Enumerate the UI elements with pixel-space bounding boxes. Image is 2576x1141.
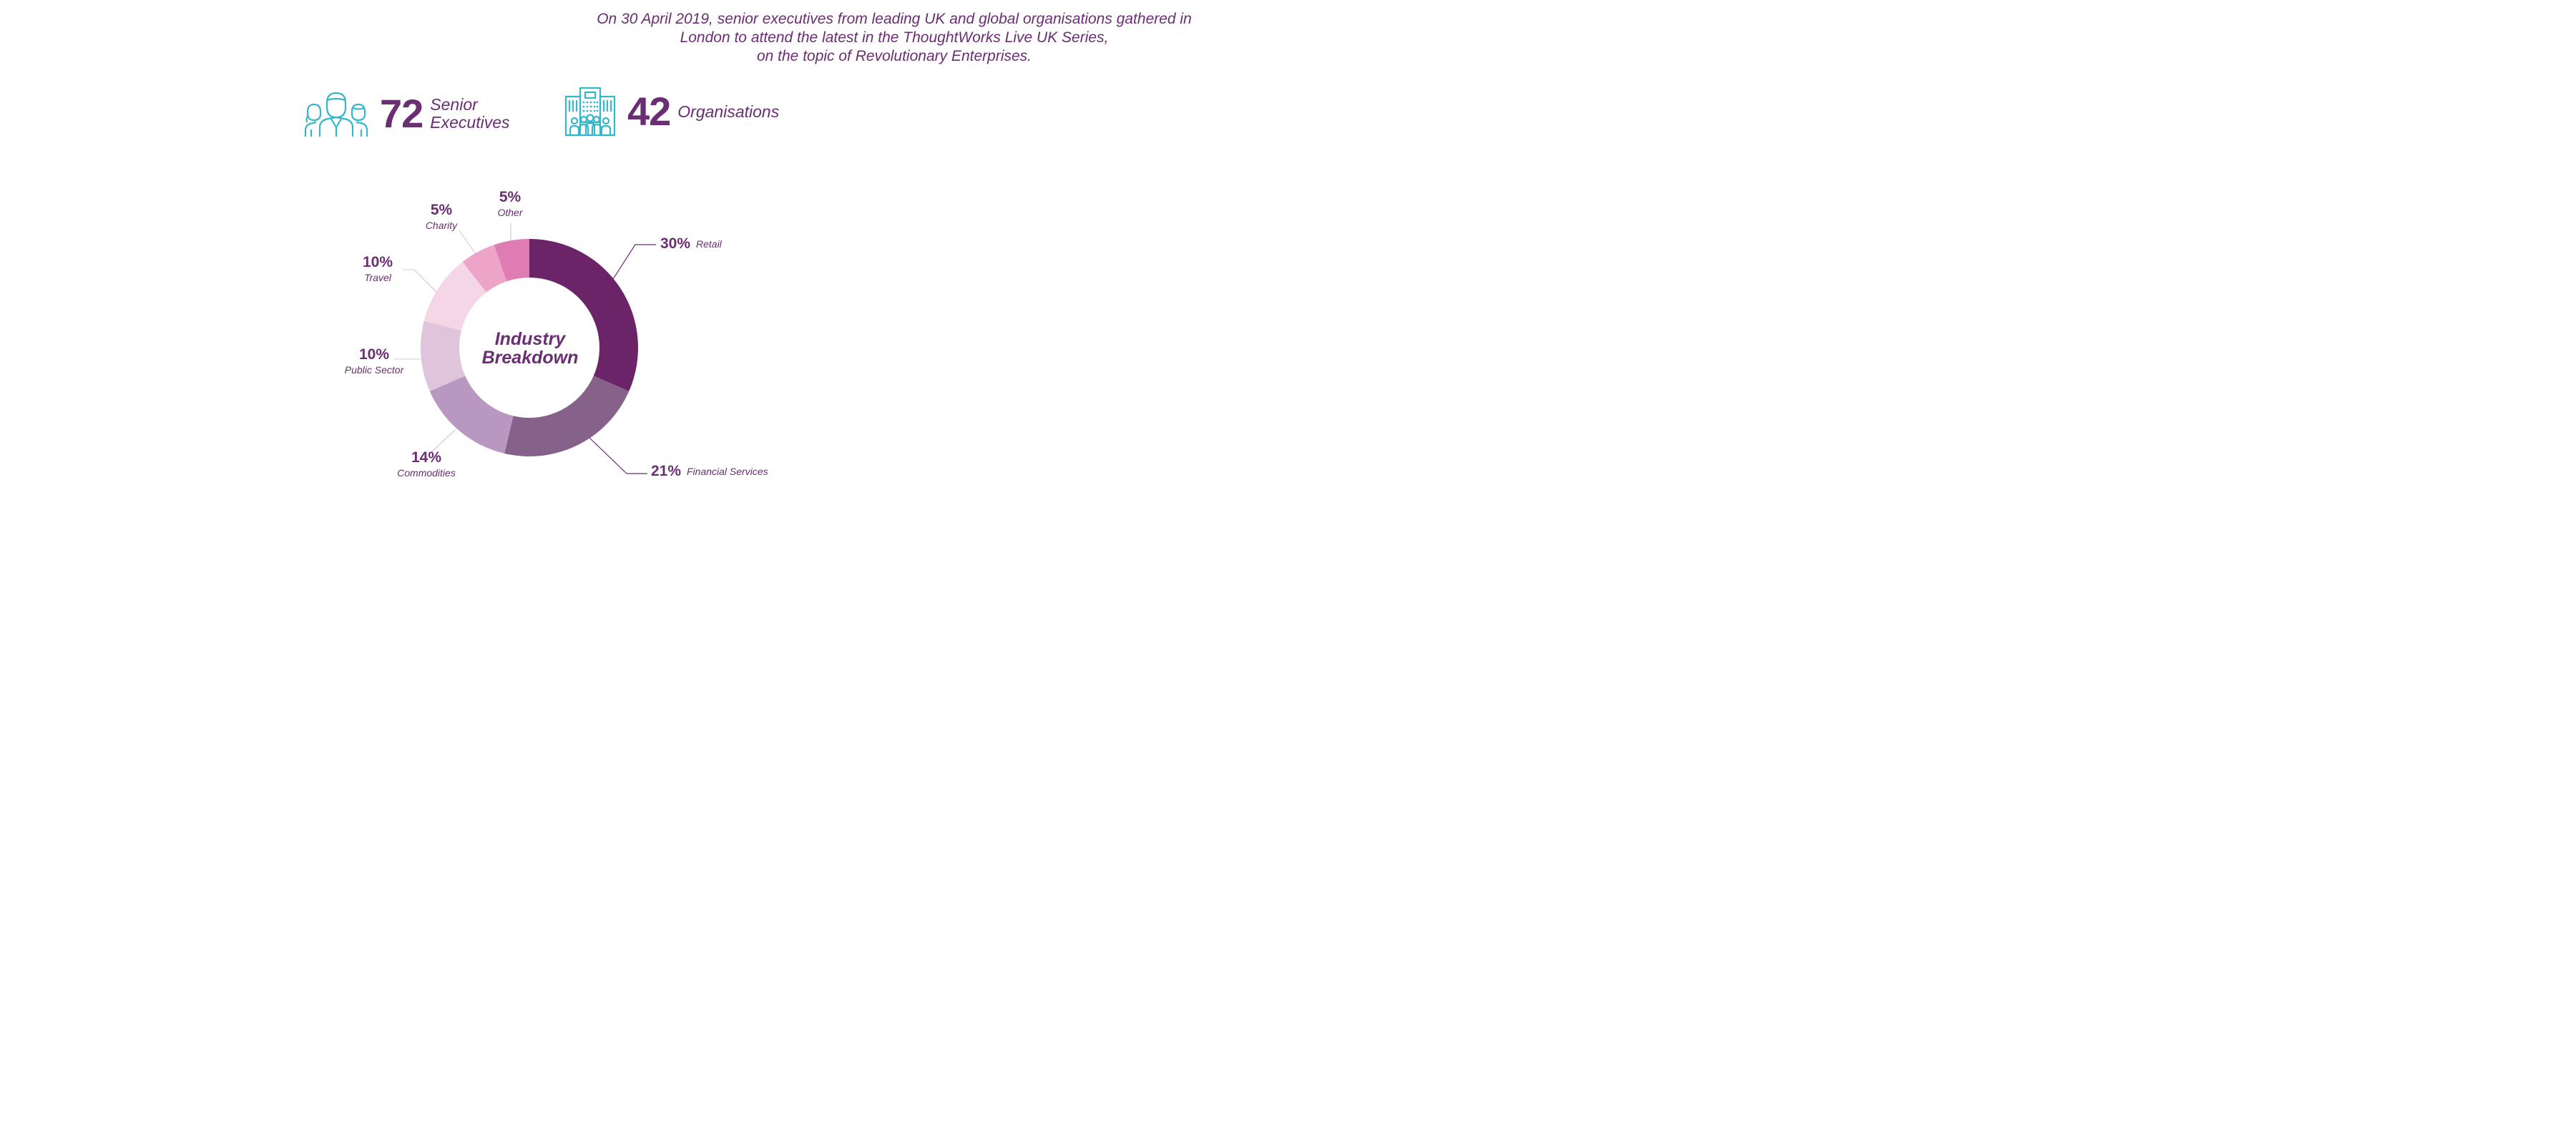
slice-commodities: [429, 376, 514, 454]
slice-value-label-commodities: 14%: [411, 449, 441, 466]
donut-slices: [421, 239, 639, 456]
slice-value-label-retail: 30%: [660, 235, 690, 252]
executives-count: 72: [380, 91, 423, 136]
intro-text: On 30 April 2019, senior executives from…: [501, 10, 1288, 66]
slice-category-label-retail: Retail: [696, 238, 723, 250]
executives-label-line-2: Executives: [430, 113, 510, 132]
leader-line-financial-services: [589, 437, 647, 474]
slice-travel: [423, 262, 486, 330]
intro-line-2: London to attend the latest in the Thoug…: [680, 29, 1109, 46]
slice-public-sector: [421, 320, 466, 392]
slice-financial-services: [504, 376, 630, 456]
stat-executives: 72 Senior Executives: [304, 90, 510, 137]
slice-value-label-public-sector: 10%: [359, 346, 389, 363]
chart-title-line-1: Industry: [495, 329, 567, 349]
slice-category-label-public-sector: Public Sector: [345, 364, 405, 376]
leader-line-charity: [459, 230, 476, 255]
slice-category-label-charity: Charity: [426, 220, 458, 231]
slice-category-label-travel: Travel: [364, 272, 392, 283]
executives-label: Senior Executives: [430, 96, 509, 132]
office-building-icon: [564, 87, 616, 137]
label-leader-lines: [394, 223, 656, 474]
slice-value-label-financial-services: 21%: [651, 463, 681, 479]
slice-value-label-travel: 10%: [363, 254, 393, 270]
slice-charity: [462, 245, 507, 293]
chart-title-line-2: Breakdown: [482, 348, 579, 368]
leader-line-retail: [612, 244, 656, 280]
slice-labels: 30% Retail 21% Financial Services 14%Commodi…: [345, 189, 768, 479]
organisations-label: Organisations: [677, 102, 780, 121]
stat-organisations: 42 Organisations: [564, 87, 779, 137]
slice-category-label-other: Other: [497, 207, 523, 218]
slice-category-label-financial-services: Financial Services: [687, 466, 768, 477]
slice-value-label-charity: 5%: [431, 202, 453, 218]
slice-retail: [529, 239, 639, 392]
organisations-count: 42: [627, 89, 671, 134]
intro-line-1: On 30 April 2019, senior executives from…: [597, 11, 1192, 27]
slice-other: [494, 239, 529, 282]
intro-line-3: on the topic of Revolutionary Enterprise…: [756, 48, 1032, 64]
leader-line-travel: [403, 269, 437, 293]
people-group-icon: [304, 90, 368, 137]
executives-label-line-1: Senior: [430, 95, 478, 114]
slice-value-label-other: 5%: [499, 189, 521, 205]
leader-line-commodities: [429, 429, 456, 454]
slice-category-label-commodities: Commodities: [397, 467, 456, 479]
